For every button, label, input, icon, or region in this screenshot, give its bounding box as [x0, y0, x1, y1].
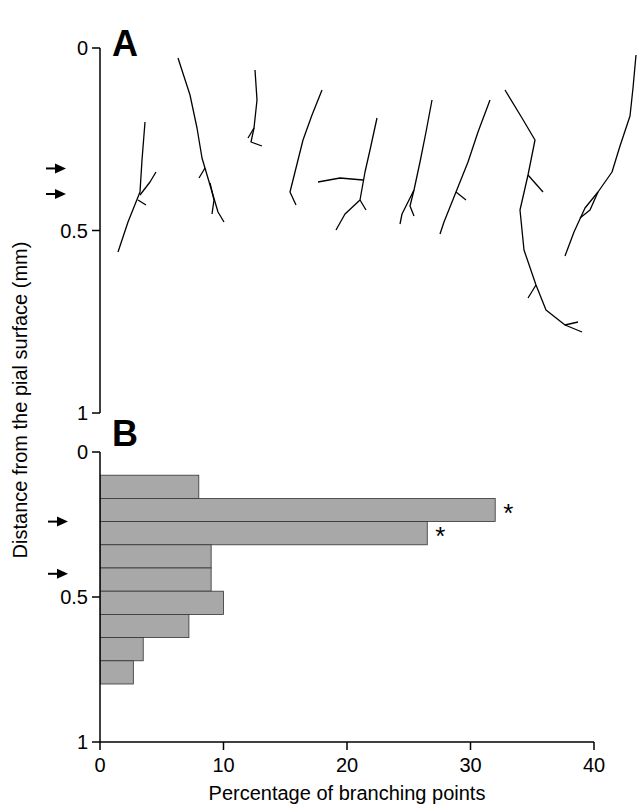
y-tick [92, 741, 100, 743]
axon-tracing [400, 100, 432, 224]
axon-branch [456, 192, 466, 200]
histogram-bar [100, 568, 211, 591]
y-tick [92, 230, 100, 232]
panel-letter: A [112, 23, 138, 64]
axon-tracing [565, 55, 636, 256]
axon-branch [400, 100, 432, 224]
axon-branch [440, 100, 490, 234]
x-tick [223, 742, 225, 750]
y-tick-label: 0 [77, 37, 88, 59]
bars [100, 475, 495, 684]
axon-branch [138, 200, 146, 205]
axon-branch [565, 55, 636, 256]
y-tick-label: 1 [77, 731, 88, 753]
significance-mark: * [435, 521, 445, 551]
histogram-bar [100, 522, 427, 545]
axon-branch [140, 172, 156, 195]
arrow-head [55, 163, 66, 173]
axon-branch [210, 183, 214, 214]
axon-branch [528, 175, 543, 192]
depth-arrow [48, 517, 68, 527]
depth-arrow [46, 189, 66, 199]
axon-branch [251, 70, 262, 146]
y-tick [92, 596, 100, 598]
x-axis-title: Percentage of branching points [209, 782, 486, 804]
y-tick-label: 0.5 [60, 220, 88, 242]
axon-branch [360, 200, 366, 210]
axon-branch [199, 168, 205, 178]
axon-branch [580, 192, 598, 218]
panel-a: A 0 0.5 1 [46, 23, 636, 424]
x-tick-label: 30 [459, 754, 481, 776]
histogram-bar [100, 545, 211, 568]
axon-branch [318, 178, 363, 182]
histogram-bar [100, 498, 495, 521]
x-tick [99, 742, 101, 750]
axon-tracing [290, 90, 322, 205]
y-tick-label: 0 [77, 441, 88, 463]
x-tick-label: 20 [336, 754, 358, 776]
arrow-head [57, 569, 68, 579]
x-tick-label: 10 [212, 754, 234, 776]
significance-mark: * [503, 498, 513, 528]
y-tick-label: 1 [77, 402, 88, 424]
axon-tracing [440, 100, 490, 234]
depth-arrow [48, 569, 68, 579]
x-tick [593, 742, 595, 750]
arrow-head [55, 189, 66, 199]
y-tick [92, 47, 100, 49]
axon-branch [290, 90, 322, 205]
axon-branch [118, 122, 145, 252]
axon-tracing [178, 58, 224, 222]
y-tick [92, 451, 100, 453]
axon-branch [505, 90, 582, 332]
histogram-bar [100, 475, 199, 498]
y-axis-title: Distance from the pial surface (mm) [9, 242, 31, 559]
histogram-bar [100, 614, 189, 637]
histogram-bar [100, 638, 143, 661]
axon-branch [528, 285, 536, 298]
axon-branch [565, 322, 578, 325]
x-tick-label: 40 [583, 754, 605, 776]
x-tick [346, 742, 348, 750]
figure: Distance from the pial surface (mm) A 0 0.5… [0, 0, 638, 804]
axon-branch [178, 58, 224, 222]
y-tick [92, 412, 100, 414]
arrow-head [57, 517, 68, 527]
x-tick [470, 742, 472, 750]
depth-arrow [46, 163, 66, 173]
histogram-bar [100, 591, 224, 614]
axon-tracing [248, 70, 262, 146]
y-tick-label: 0.5 [60, 586, 88, 608]
panel-letter: B [112, 413, 138, 454]
histogram-bar [100, 661, 133, 684]
axon-branch [336, 118, 377, 230]
panel-b: B00.51010203040Percentage of branching p… [48, 413, 605, 804]
axon-tracing [318, 118, 377, 230]
axon-branch [248, 128, 254, 138]
axon-tracing [505, 90, 582, 332]
x-tick-label: 0 [94, 754, 105, 776]
axon-branch [410, 190, 414, 216]
axon-tracing [118, 122, 156, 252]
